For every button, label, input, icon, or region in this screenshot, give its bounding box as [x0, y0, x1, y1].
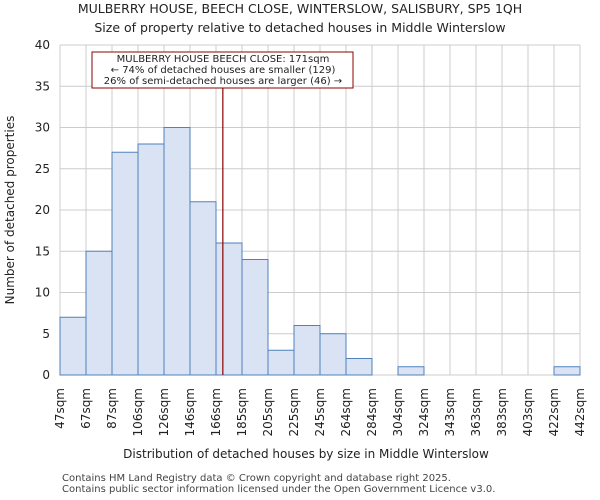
bar-126sqm	[163, 127, 191, 376]
y-tick-label: 0	[42, 368, 50, 382]
y-axis-label: Number of detached properties	[3, 116, 17, 305]
x-axis-label: Distribution of detached houses by size …	[123, 447, 489, 461]
bar-166sqm	[215, 242, 243, 376]
x-tick-label: 126sqm	[157, 388, 171, 436]
bar-67sqm	[85, 250, 113, 376]
x-tick-label: 363sqm	[469, 388, 483, 436]
x-tick-label: 383sqm	[495, 388, 509, 436]
x-tick-label: 264sqm	[339, 388, 353, 436]
y-tick-label: 25	[35, 162, 50, 176]
bar-146sqm	[189, 201, 217, 376]
footer-copyright: Contains HM Land Registry data © Crown c…	[62, 473, 451, 484]
annotation-line3: 26% of semi-detached houses are larger (…	[104, 76, 342, 87]
bar-185sqm	[241, 259, 269, 376]
y-tick-label: 5	[42, 327, 50, 341]
y-tick-label: 20	[35, 203, 50, 217]
bar-304sqm	[397, 366, 425, 376]
x-tick-label: 67sqm	[79, 388, 93, 429]
annotation-box: MULBERRY HOUSE BEECH CLOSE: 171sqm ← 74%…	[91, 51, 354, 89]
x-tick-label: 185sqm	[235, 388, 249, 436]
x-tick-label: 47sqm	[53, 388, 67, 429]
chart-title-line1: MULBERRY HOUSE, BEECH CLOSE, WINTERSLOW,…	[78, 1, 522, 16]
x-tick-label: 166sqm	[209, 388, 223, 436]
y-tick-label: 10	[35, 286, 50, 300]
bar-47sqm	[59, 316, 87, 376]
x-tick-label: 442sqm	[573, 388, 587, 436]
x-tick-label: 205sqm	[261, 388, 275, 436]
x-tick-label: 87sqm	[105, 388, 119, 429]
x-tick-label: 284sqm	[365, 388, 379, 436]
bar-245sqm	[319, 333, 347, 376]
y-tick-label: 30	[35, 121, 50, 135]
x-tick-label: 106sqm	[131, 388, 145, 436]
x-tick-label: 146sqm	[183, 388, 197, 436]
annotation-line2: ← 74% of detached houses are smaller (12…	[111, 65, 336, 76]
x-tick-label: 225sqm	[287, 388, 301, 436]
axis-ticks: 0 5 10 15 20 25 30 35 40 47sqm 67sqm 87sqm 106sqm 126…	[35, 38, 587, 436]
bar-106sqm	[137, 143, 165, 376]
x-tick-label: 403sqm	[521, 388, 535, 436]
annotation-line1: MULBERRY HOUSE BEECH CLOSE: 171sqm	[117, 54, 330, 65]
x-tick-label: 422sqm	[547, 388, 561, 436]
y-tick-label: 35	[35, 79, 50, 93]
x-tick-label: 304sqm	[391, 388, 405, 436]
bar-87sqm	[111, 151, 139, 376]
bar-205sqm	[267, 349, 295, 376]
y-tick-label: 40	[35, 38, 50, 52]
x-tick-label: 245sqm	[313, 388, 327, 436]
x-tick-label: 324sqm	[417, 388, 431, 436]
bar-264sqm	[345, 358, 373, 376]
bar-422sqm	[553, 366, 581, 376]
annotation-border	[91, 51, 354, 89]
footer-licence: Contains public sector information licen…	[62, 484, 496, 495]
bar-225sqm	[293, 325, 321, 376]
bars	[59, 127, 581, 376]
chart-title-line2: Size of property relative to detached ho…	[94, 20, 505, 35]
x-tick-label: 343sqm	[443, 388, 457, 436]
y-tick-label: 15	[35, 244, 50, 258]
